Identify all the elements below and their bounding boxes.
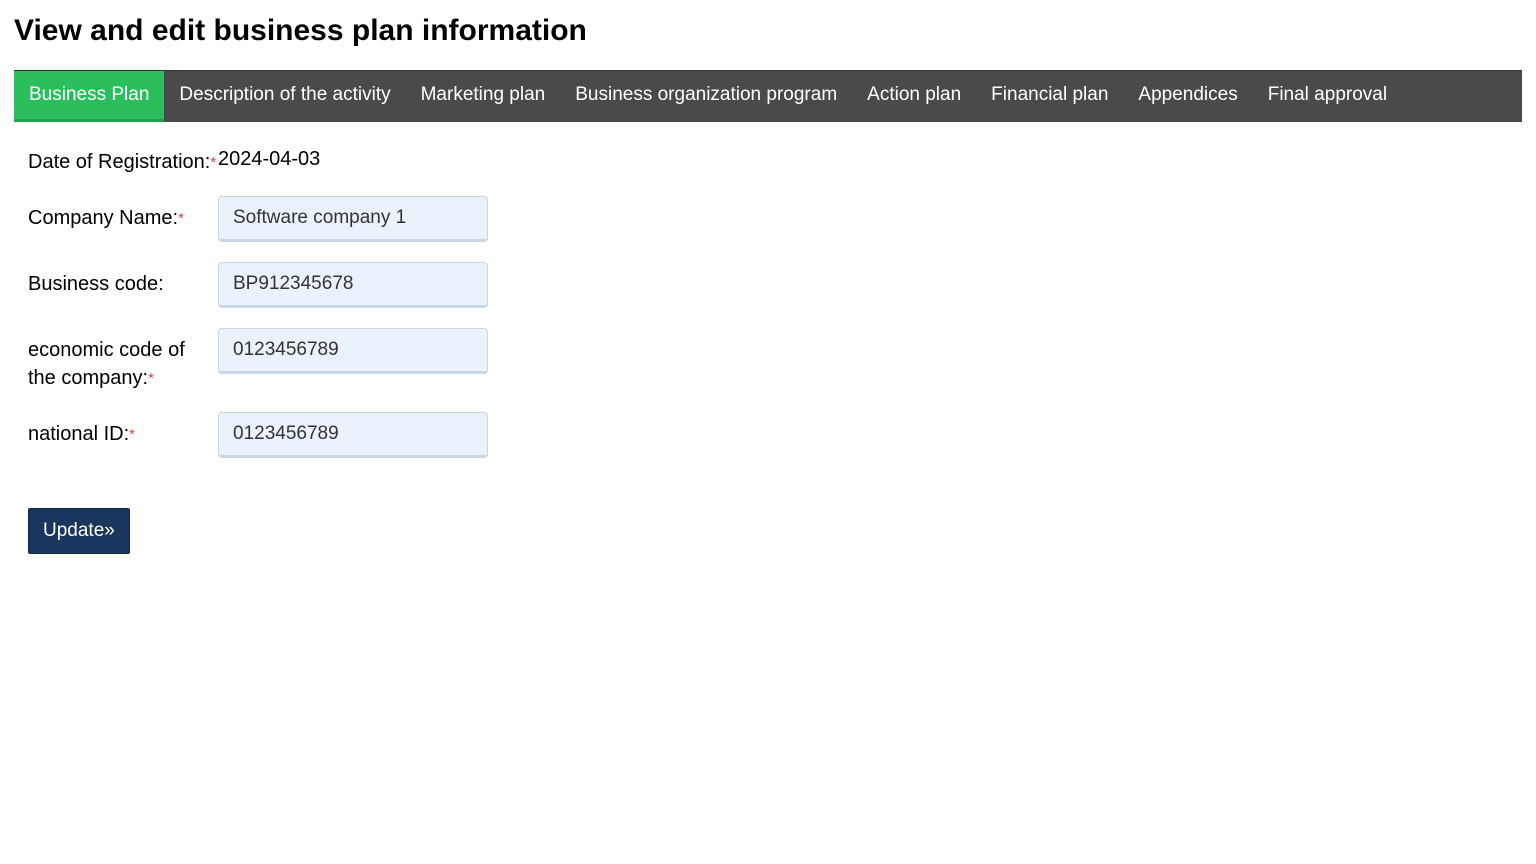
label-nationalid-text: national ID:	[28, 423, 129, 445]
required-icon: *	[148, 370, 154, 387]
update-button[interactable]: Update»	[28, 508, 130, 554]
business-code-input[interactable]	[218, 262, 488, 308]
required-icon: *	[129, 426, 135, 443]
tab-action-plan[interactable]: Action plan	[852, 71, 976, 122]
row-date: Date of Registration:* 2024-04-03	[28, 140, 700, 176]
tab-marketing[interactable]: Marketing plan	[406, 71, 561, 122]
label-econcode-text: economic code of the company:	[28, 339, 185, 389]
row-company: Company Name:*	[28, 196, 700, 242]
national-id-input[interactable]	[218, 412, 488, 458]
label-nationalid: national ID:*	[28, 412, 218, 448]
label-bizcode-text: Business code:	[28, 273, 164, 295]
required-icon: *	[210, 154, 216, 171]
row-bizcode: Business code:	[28, 262, 700, 308]
label-date-text: Date of Registration:	[28, 151, 210, 173]
row-nationalid: national ID:*	[28, 412, 700, 458]
tab-description[interactable]: Description of the activity	[164, 71, 405, 122]
tab-appendices[interactable]: Appendices	[1123, 71, 1252, 122]
tab-organization[interactable]: Business organization program	[560, 71, 852, 122]
value-date: 2024-04-03	[218, 140, 320, 171]
required-icon: *	[178, 210, 184, 227]
label-bizcode: Business code:	[28, 262, 218, 298]
tab-business-plan[interactable]: Business Plan	[14, 71, 164, 122]
tab-bar: Business Plan Description of the activit…	[14, 70, 1522, 122]
form-area: Date of Registration:* 2024-04-03 Compan…	[14, 122, 714, 572]
company-name-input[interactable]	[218, 196, 488, 242]
tab-final-approval[interactable]: Final approval	[1253, 71, 1402, 122]
label-company: Company Name:*	[28, 196, 218, 232]
label-econcode: economic code of the company:*	[28, 328, 218, 392]
row-econcode: economic code of the company:*	[28, 328, 700, 392]
page-title: View and edit business plan information	[14, 14, 1522, 48]
label-company-text: Company Name:	[28, 207, 178, 229]
tab-financial[interactable]: Financial plan	[976, 71, 1123, 122]
label-date: Date of Registration:*	[28, 140, 218, 176]
economic-code-input[interactable]	[218, 328, 488, 374]
